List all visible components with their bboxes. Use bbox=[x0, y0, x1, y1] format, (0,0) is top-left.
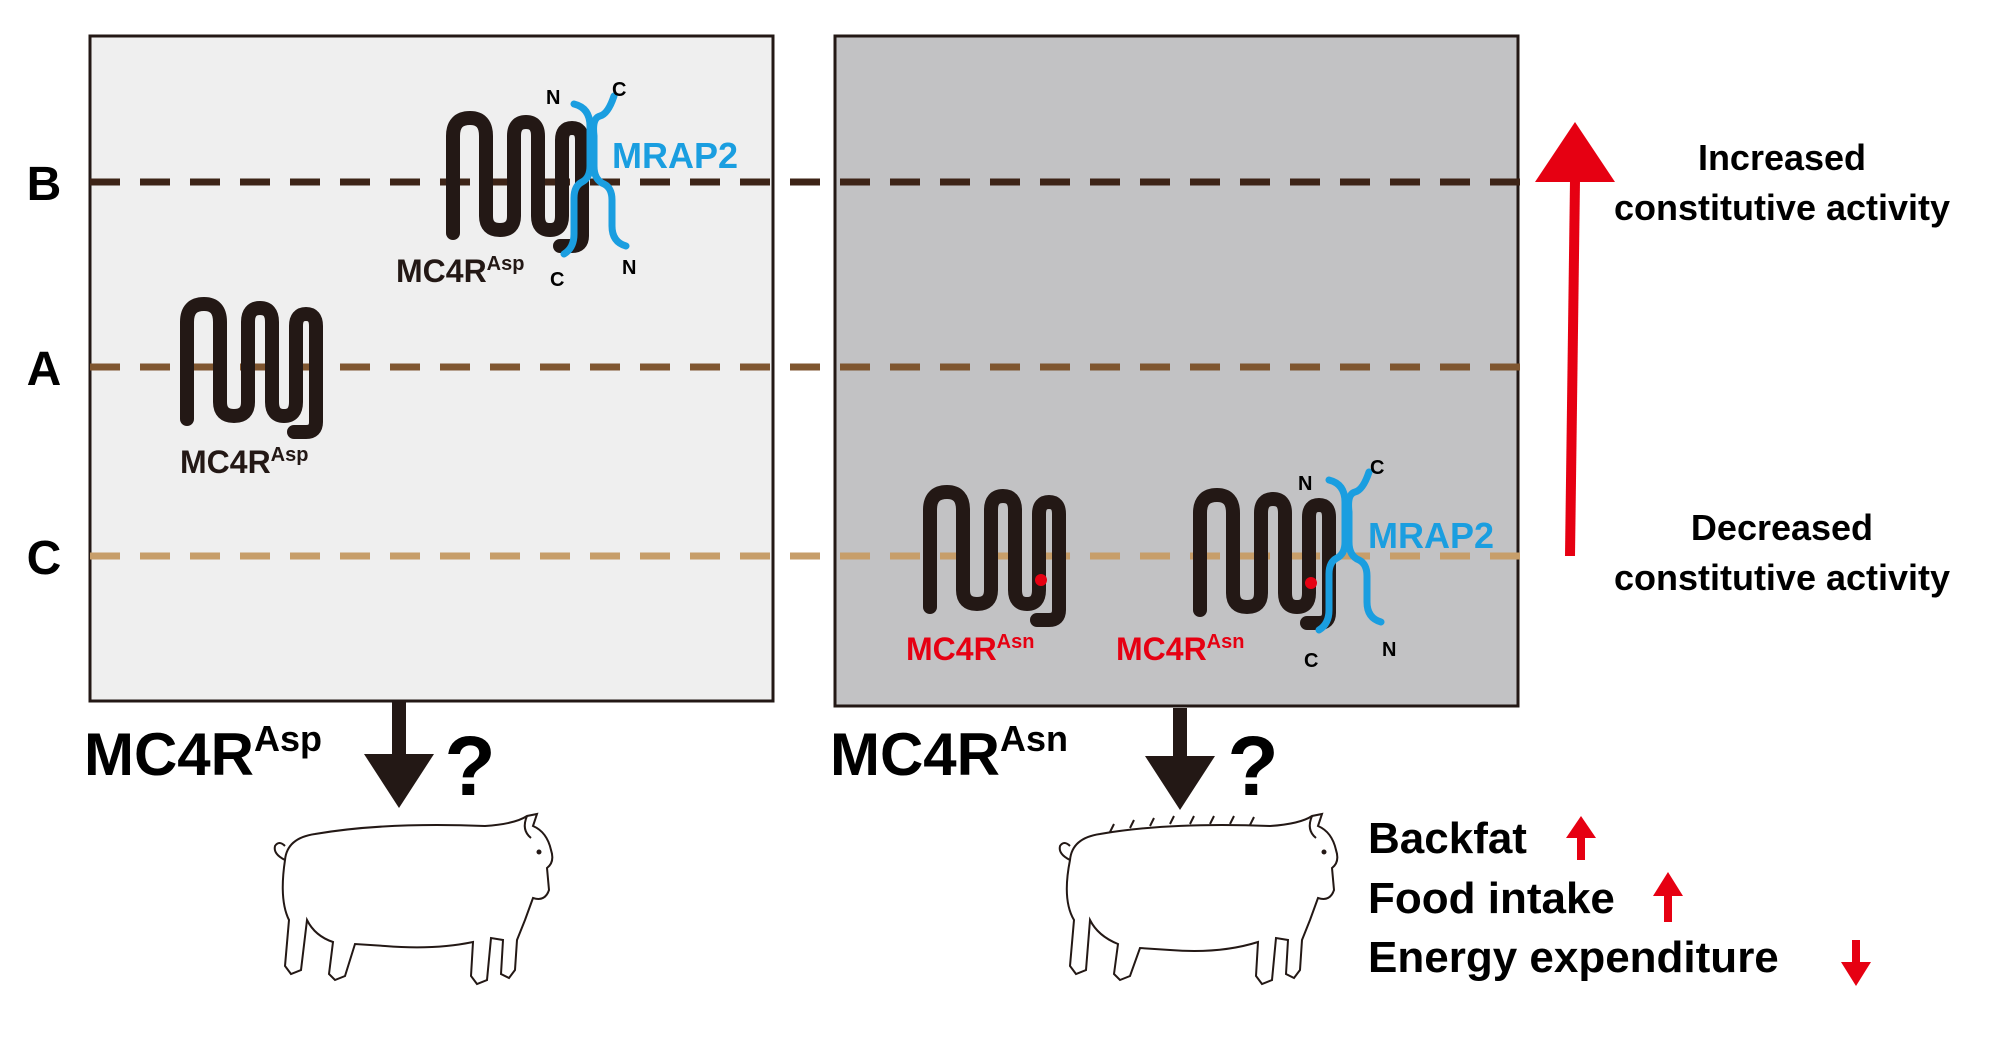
level-c-label: C bbox=[27, 532, 62, 585]
mc4r-asn-below-label: MC4RAsn bbox=[830, 718, 1068, 788]
pig-illustration-left bbox=[273, 812, 554, 986]
mc4r-asp-below-sup: Asp bbox=[254, 718, 322, 759]
question-mark-right: ? bbox=[1227, 719, 1278, 813]
food-intake-label: Food intake bbox=[1368, 874, 1615, 923]
mrap2-c-top-right: C bbox=[1370, 457, 1384, 479]
down-arrow-right bbox=[1145, 708, 1215, 810]
increased-label-line2: constitutive activity bbox=[1614, 187, 1950, 228]
mc4r-asn-below-sup: Asn bbox=[1000, 718, 1068, 759]
mc4r-asp-alone-sup: Asp bbox=[271, 444, 309, 466]
mrap2-n-bottom-right: N bbox=[1382, 639, 1396, 661]
asn-mutation-dot-complex bbox=[1305, 577, 1317, 589]
increased-label-line1: Increased bbox=[1698, 137, 1866, 178]
level-a-label: A bbox=[27, 343, 62, 396]
mc4r-asp-below-label: MC4RAsp bbox=[84, 718, 322, 788]
decreased-label-line1: Decreased bbox=[1691, 507, 1873, 548]
pig-illustration-right bbox=[1058, 812, 1339, 986]
mc4r-asp-complex-label: MC4RAsp bbox=[396, 253, 524, 289]
decreased-label-line2: constitutive activity bbox=[1614, 557, 1950, 598]
backfat-up-arrow bbox=[1566, 816, 1596, 860]
level-b-label: B bbox=[27, 158, 62, 211]
question-mark-left: ? bbox=[444, 719, 495, 813]
energy-expenditure-down-arrow bbox=[1841, 940, 1871, 986]
mc4r-asn-alone-sup: Asn bbox=[997, 631, 1035, 653]
asn-mutation-dot-alone bbox=[1035, 574, 1047, 586]
mrap2-n-bottom-left: N bbox=[622, 257, 636, 279]
mc4r-asn-complex-label: MC4RAsn bbox=[1116, 631, 1244, 667]
mrap2-label-left: MRAP2 bbox=[612, 135, 738, 176]
backfat-label: Backfat bbox=[1368, 814, 1527, 863]
mrap2-n-top-right: N bbox=[1298, 473, 1312, 495]
activity-arrow bbox=[1535, 122, 1615, 556]
mrap2-c-bottom-left: C bbox=[550, 269, 564, 291]
mrap2-label-right: MRAP2 bbox=[1368, 515, 1494, 556]
energy-expenditure-label: Energy expenditure bbox=[1368, 933, 1779, 982]
mc4r-asn-alone-label: MC4RAsn bbox=[906, 631, 1034, 667]
mrap2-c-top-left: C bbox=[612, 79, 626, 101]
food-intake-up-arrow bbox=[1653, 872, 1683, 922]
mc4r-asp-complex-sup: Asp bbox=[487, 253, 525, 275]
mc4r-asp-alone-label: MC4RAsp bbox=[180, 444, 308, 480]
right-panel bbox=[833, 34, 1520, 708]
mrap2-n-top-left: N bbox=[546, 87, 560, 109]
mrap2-c-bottom-right: C bbox=[1304, 650, 1318, 672]
down-arrow-left bbox=[364, 702, 434, 808]
mc4r-asn-complex-sup: Asn bbox=[1207, 631, 1245, 653]
